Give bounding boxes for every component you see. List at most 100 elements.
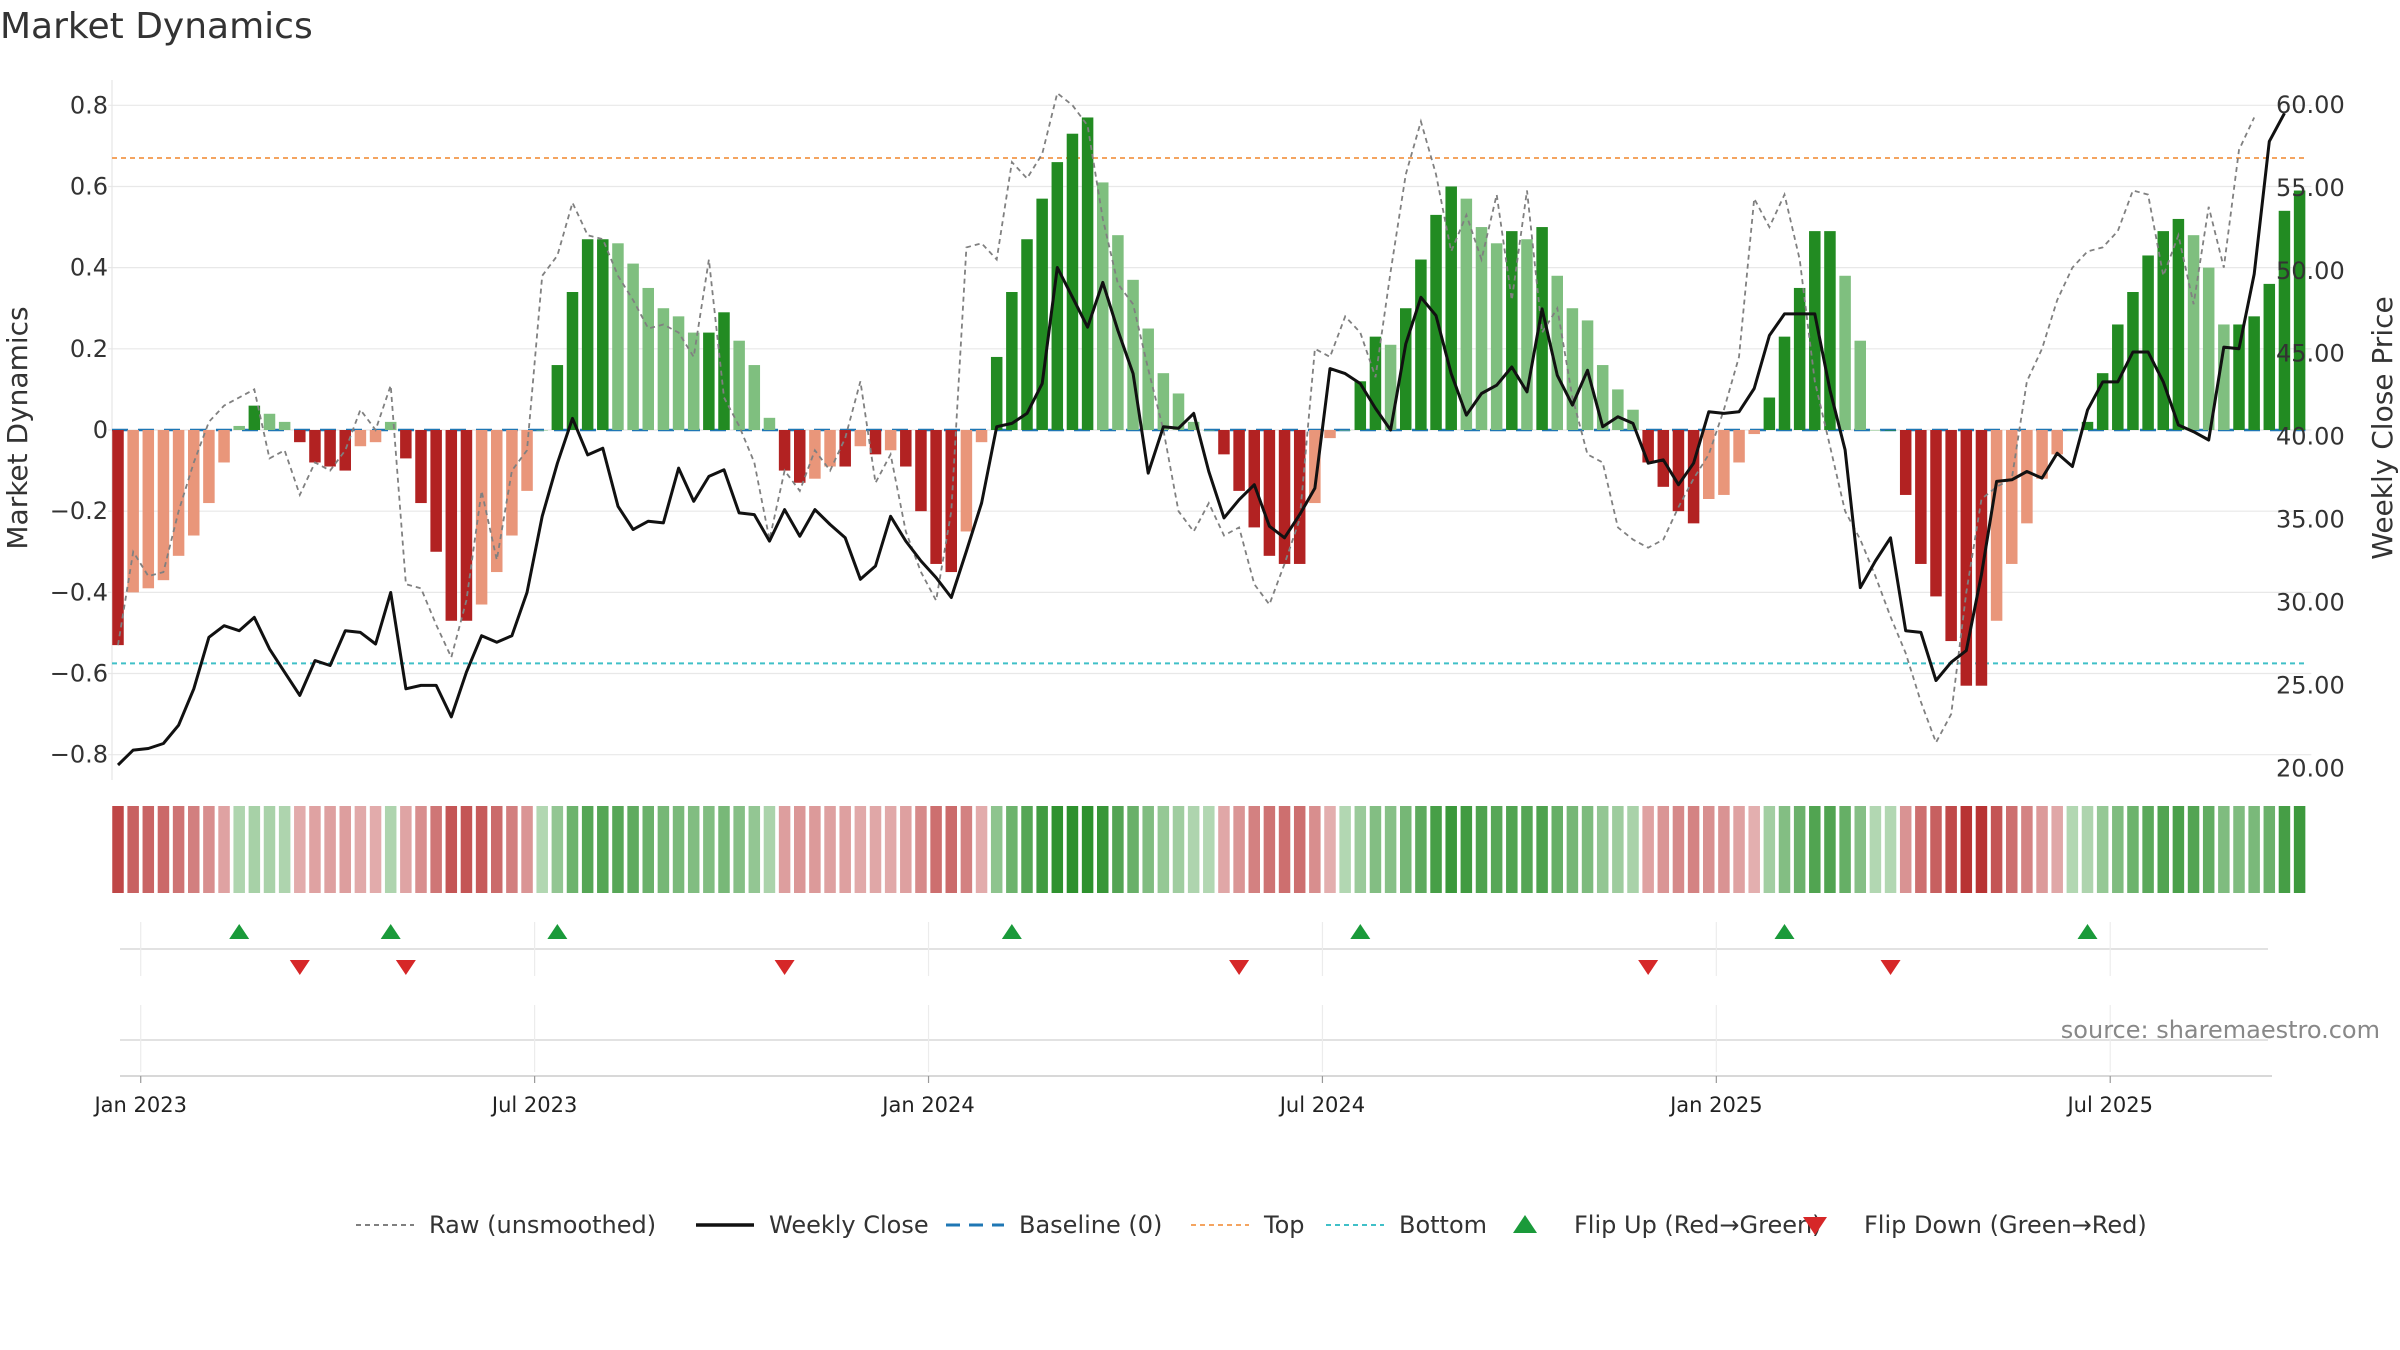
bar	[142, 430, 155, 589]
strip-cell	[794, 806, 806, 893]
bar	[778, 430, 791, 471]
strip-cell	[1142, 806, 1154, 893]
strip-cell	[2187, 806, 2200, 893]
strip-cell	[2172, 806, 2185, 893]
bar	[1097, 182, 1109, 430]
strip-cell	[475, 806, 488, 893]
bar	[2127, 292, 2139, 430]
strip-cell	[188, 806, 200, 893]
bar	[1369, 336, 1382, 430]
bar	[763, 417, 776, 430]
strip-cell	[2051, 806, 2063, 893]
strip-cell	[1915, 806, 1927, 893]
strip-cell	[1157, 806, 1170, 893]
strip-cell	[612, 806, 624, 893]
bar	[1263, 430, 1276, 556]
bar	[2021, 430, 2033, 524]
strip-cell	[1596, 806, 1609, 893]
strip-cell	[1718, 806, 1730, 893]
bar	[2263, 283, 2276, 430]
bar	[824, 430, 836, 467]
bar	[1339, 430, 1351, 431]
bar	[794, 430, 806, 483]
strip-cell	[1127, 806, 1139, 893]
legend-flip-up-icon	[1513, 1215, 1537, 1233]
bar	[157, 430, 170, 581]
strip-cell	[1490, 806, 1503, 893]
strip-cell	[1066, 806, 1079, 893]
strip-cell	[2218, 806, 2230, 893]
strip-cell	[2006, 806, 2018, 893]
strip-cell	[990, 806, 1003, 893]
bar	[915, 430, 927, 512]
strip-cell	[1809, 806, 1821, 893]
bar	[1612, 389, 1624, 430]
close-line-layer	[116, 112, 2286, 767]
strip-cell	[1869, 806, 1882, 893]
strip-cell	[1021, 806, 1033, 893]
bar	[1672, 430, 1685, 512]
bar	[2142, 255, 2154, 430]
legend-label: Top	[1263, 1211, 1305, 1239]
strip-cell	[1839, 806, 1851, 893]
strip-cell	[1278, 806, 1291, 893]
bar	[445, 430, 458, 621]
y2-tick-label: 35.00	[2276, 506, 2345, 534]
bar	[2187, 235, 2200, 430]
bar	[1157, 373, 1170, 430]
strip-cell	[157, 806, 170, 893]
strip-cell	[1369, 806, 1382, 893]
bar	[188, 430, 200, 536]
strip-cell	[854, 806, 867, 893]
flip-down-marker	[395, 960, 416, 975]
regime-strip	[112, 806, 2306, 893]
strip-cell	[1475, 806, 1488, 893]
x-tick-label: Jul 2023	[490, 1093, 577, 1117]
strip-cell	[884, 806, 897, 893]
flip-up-marker	[547, 924, 568, 939]
bar	[1642, 430, 1654, 463]
bar	[460, 430, 473, 621]
y2-tick-label: 20.00	[2276, 754, 2345, 782]
bar	[112, 430, 124, 646]
bar	[1218, 430, 1230, 455]
bar	[627, 263, 639, 430]
strip-cell	[1627, 806, 1639, 893]
bar	[2172, 218, 2185, 430]
strip-cell	[1172, 806, 1185, 893]
strip-cell	[2036, 806, 2048, 893]
strip-cell	[2127, 806, 2139, 893]
strip-cell	[384, 806, 397, 893]
bars	[112, 117, 2306, 686]
strip-cell	[748, 806, 761, 893]
y-axis: −0.8 −0.6 −0.4 −0.2 0 0.2 0.4 0.6 0.8	[50, 91, 108, 768]
strip-cell	[1657, 806, 1670, 893]
strip-cell	[1642, 806, 1654, 893]
strip-cell	[339, 806, 351, 893]
strip-cell	[1672, 806, 1685, 893]
bar	[581, 239, 594, 430]
strip-cell	[1263, 806, 1276, 893]
bar	[1990, 430, 2003, 621]
bar	[975, 430, 988, 443]
bar	[1278, 430, 1291, 564]
bar	[1066, 133, 1079, 431]
bar	[1309, 430, 1321, 504]
strip-cell	[1824, 806, 1836, 893]
bar	[2202, 267, 2215, 430]
y2-axis-label: Weekly Close Price	[2366, 296, 2399, 559]
flip-up-marker	[1001, 924, 1022, 939]
strip-cell	[763, 806, 776, 893]
strip-cell	[975, 806, 988, 893]
strip-cell	[1763, 806, 1776, 893]
strip-cell	[687, 806, 700, 893]
strip-cell	[642, 806, 654, 893]
bar	[960, 430, 973, 532]
strip-cell	[324, 806, 336, 893]
strip-cell	[1430, 806, 1442, 893]
strip-cell	[1793, 806, 1806, 893]
bar	[1445, 186, 1457, 430]
strip-cell	[930, 806, 942, 893]
strip-cell	[1975, 806, 1988, 893]
bar	[1718, 430, 1730, 495]
